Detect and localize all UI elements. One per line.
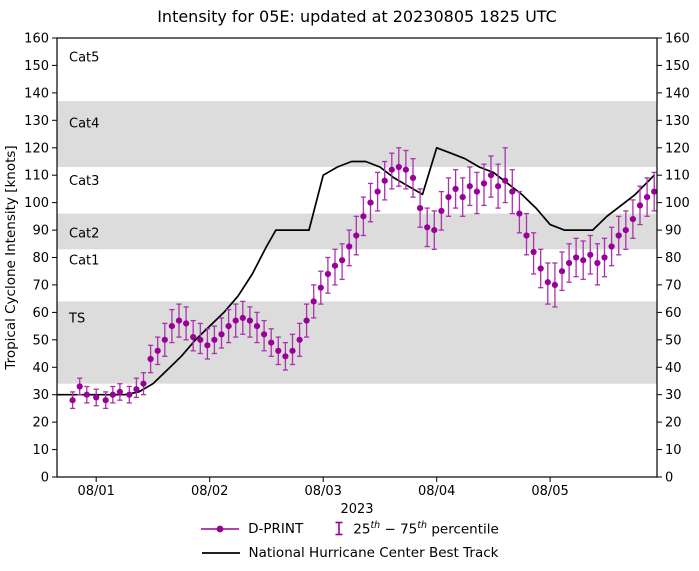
- svg-text:80: 80: [32, 251, 49, 266]
- y-tick-labels: 0 0 10 10 20 20 30 30 40 40 50 50 60 60 70 70 80 80 90 90 10…: [24, 32, 690, 486]
- svg-text:90: 90: [32, 224, 49, 239]
- legend-row-1: D-PRINT 25th − 75th percentile: [0, 520, 699, 538]
- svg-text:150: 150: [665, 59, 690, 74]
- svg-text:10: 10: [32, 443, 49, 458]
- svg-text:80: 80: [665, 251, 682, 266]
- best-track-line: [57, 146, 655, 396]
- svg-text:130: 130: [665, 114, 690, 129]
- y-axis-label: Tropical Cyclone Intensity [knots]: [3, 145, 19, 370]
- svg-text:40: 40: [32, 361, 49, 376]
- svg-text:08/04: 08/04: [418, 484, 455, 499]
- legend-best-track-label: National Hurricane Center Best Track: [248, 545, 499, 561]
- svg-text:70: 70: [665, 278, 682, 293]
- legend-percentile-label: 25th − 75th percentile: [353, 520, 499, 538]
- svg-text:160: 160: [665, 32, 690, 47]
- svg-text:50: 50: [32, 333, 49, 348]
- legend-row-2: National Hurricane Center Best Track: [0, 545, 699, 561]
- svg-text:08/02: 08/02: [191, 484, 228, 499]
- svg-text:120: 120: [665, 141, 690, 156]
- legend-entry-dprint: D-PRINT: [200, 521, 303, 537]
- svg-text:20: 20: [32, 416, 49, 431]
- svg-text:140: 140: [24, 86, 49, 101]
- svg-text:20: 20: [665, 416, 682, 431]
- svg-text:110: 110: [665, 169, 690, 184]
- category-labels: TS Cat1 Cat2 Cat3 Cat4 Cat5: [68, 51, 99, 327]
- legend-entry-percentile: 25th − 75th percentile: [333, 520, 499, 538]
- svg-text:130: 130: [24, 114, 49, 129]
- svg-text:10: 10: [665, 443, 682, 458]
- svg-text:70: 70: [32, 278, 49, 293]
- plot-frame: [56, 37, 658, 478]
- svg-text:50: 50: [665, 333, 682, 348]
- svg-text:0: 0: [41, 471, 49, 486]
- svg-text:Cat2: Cat2: [69, 226, 99, 241]
- svg-text:30: 30: [32, 388, 49, 403]
- svg-text:110: 110: [24, 169, 49, 184]
- svg-text:150: 150: [24, 59, 49, 74]
- dprint-marker-icon: [201, 525, 240, 533]
- svg-text:90: 90: [665, 224, 682, 239]
- dprint-dots: [69, 163, 658, 404]
- svg-text:Cat5: Cat5: [69, 51, 99, 66]
- svg-text:0: 0: [665, 471, 673, 486]
- svg-text:Cat3: Cat3: [69, 174, 99, 189]
- svg-text:160: 160: [24, 32, 49, 47]
- svg-text:60: 60: [665, 306, 682, 321]
- chart-title: Intensity for 05E: updated at 20230805 1…: [157, 7, 557, 26]
- category-bands: [57, 101, 657, 384]
- svg-text:08/01: 08/01: [77, 484, 114, 499]
- svg-text:TS: TS: [68, 311, 85, 326]
- svg-text:120: 120: [24, 141, 49, 156]
- x-tick-labels: 08/01 08/02 08/03 08/04 08/05: [77, 484, 568, 499]
- best-track-line-icon: [201, 552, 240, 554]
- svg-text:Cat1: Cat1: [69, 254, 99, 269]
- svg-text:100: 100: [24, 196, 49, 211]
- svg-text:100: 100: [665, 196, 690, 211]
- svg-text:140: 140: [665, 86, 690, 101]
- svg-text:60: 60: [32, 306, 49, 321]
- axis-ticks: [52, 37, 662, 482]
- x-axis-year: 2023: [340, 502, 373, 517]
- svg-text:08/03: 08/03: [304, 484, 341, 499]
- svg-text:08/05: 08/05: [531, 484, 568, 499]
- errorbar-icon: [335, 521, 343, 536]
- svg-text:Cat4: Cat4: [69, 117, 99, 132]
- legend-dprint-label: D-PRINT: [248, 520, 304, 537]
- svg-text:40: 40: [665, 361, 682, 376]
- svg-text:30: 30: [665, 388, 682, 403]
